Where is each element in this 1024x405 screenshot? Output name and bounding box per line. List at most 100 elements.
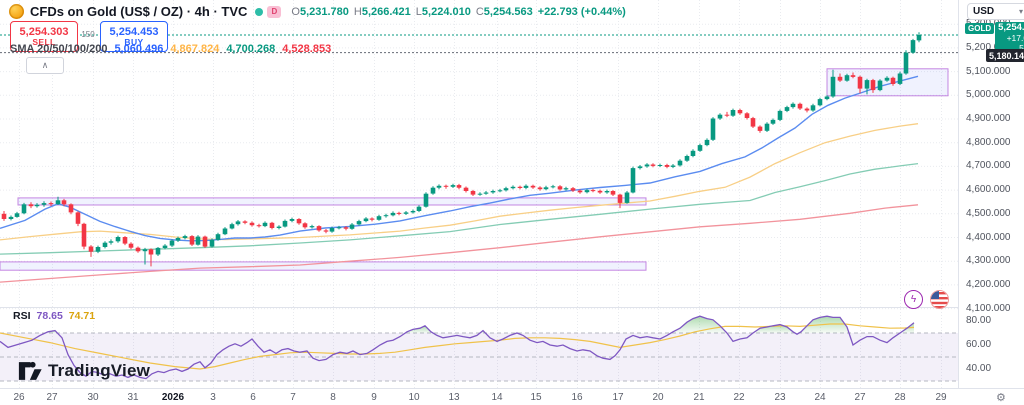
close-value: 5,254.563 [483, 5, 533, 18]
candle-body [490, 191, 496, 193]
candle-body [824, 96, 830, 100]
candle-body [710, 118, 716, 140]
rsi-legend[interactable]: RSI 78.65 74.71 [13, 310, 96, 322]
time-axis-label: 30 [87, 392, 99, 403]
candle-body [730, 110, 736, 116]
sma50-value: 4,867.824 [170, 43, 220, 55]
candle-body [563, 188, 569, 190]
price-scale-label: 4,700.000 [966, 160, 1011, 172]
candle-body [302, 223, 308, 228]
main-chart[interactable] [0, 0, 958, 388]
candle-body [309, 226, 315, 228]
time-axis-label: 17 [612, 392, 624, 403]
sma-200-line [0, 204, 919, 283]
gear-icon[interactable]: ⚙ [996, 392, 1006, 404]
lightning-icon[interactable]: ϟ [904, 290, 923, 309]
price-scale-label: 4,400.000 [966, 231, 1011, 243]
candle-body [336, 227, 342, 229]
time-axis-label: 20 [652, 392, 664, 403]
candle-body [877, 80, 883, 91]
candle-body [630, 168, 636, 193]
currency-label: USD [973, 6, 995, 17]
rsi-scale-label: 80.00 [966, 315, 992, 326]
candle-body [242, 221, 248, 223]
price-scale[interactable]: 40.00 60.00 80.00 4,100.000 4,200.000 4,300.0… [958, 0, 1024, 388]
bar-countdown: 51:17 [1019, 42, 1024, 53]
price-scale-label: 4,600.000 [966, 184, 1011, 196]
candle-body [296, 219, 302, 224]
rsi-ma-value: 74.71 [68, 310, 96, 322]
candle-body [169, 240, 175, 246]
candle-body [530, 185, 536, 188]
price-scale-label: 4,100.000 [966, 302, 1011, 314]
spread-value: 150 [81, 30, 95, 39]
candle-body [724, 114, 730, 116]
candle-body [41, 203, 47, 205]
candle-body [570, 188, 576, 191]
change-percent: +17.05% [1006, 32, 1024, 43]
candle-body [128, 243, 134, 248]
sell-button[interactable]: 5,254.303 SELL [10, 21, 78, 52]
tradingview-watermark: TradingView [18, 360, 150, 382]
candle-body [537, 187, 543, 190]
candle-body [222, 228, 228, 235]
candle-body [650, 164, 656, 166]
price-scale-label: 5,000.000 [966, 89, 1011, 101]
candle-body [430, 187, 436, 194]
symbol-legend[interactable]: CFDs on Gold (US$ / OZ) · 4h · TVC D O5,… [9, 4, 626, 19]
candle-body [376, 216, 382, 220]
open-value: 5,231.780 [299, 5, 349, 18]
rsi-scale-label: 60.00 [966, 339, 992, 350]
candle-body [884, 77, 890, 81]
prev-close-label: 5,180.140 [986, 49, 1024, 62]
change-value: +22.793 (+0.44%) [537, 5, 626, 18]
time-axis-label: 16 [571, 392, 583, 403]
candle-body [817, 99, 823, 106]
candle-body [737, 110, 743, 114]
us-flag-icon[interactable] [930, 290, 949, 309]
time-axis-label: 21 [693, 392, 705, 403]
candle-body [202, 236, 208, 247]
candle-body [644, 164, 650, 167]
sma-20-line [0, 75, 919, 242]
sma-legend[interactable]: SMA 20/50/100/200 5,060.496 4,867.824 4,… [10, 43, 332, 55]
drawn-zone [17, 197, 647, 206]
time-axis-label: 14 [491, 392, 503, 403]
candle-body [356, 221, 362, 225]
time-axis[interactable]: 26 27 30 31 2026 3 6 7 8 9 10 13 14 15 16 17 20 21 22 23 24 2… [0, 388, 1024, 405]
candle-body [182, 236, 188, 238]
buy-button[interactable]: 5,254.453 BUY [100, 21, 168, 52]
candle-body [844, 75, 850, 81]
candle-body [610, 191, 616, 195]
time-axis-label: 26 [13, 392, 25, 403]
candle-body [249, 222, 255, 226]
candle-body [764, 123, 770, 131]
rsi-line [0, 315, 915, 380]
candle-body [617, 194, 623, 203]
sma-50-line [0, 123, 919, 241]
candle-body [189, 236, 195, 245]
time-axis-label: 7 [290, 392, 296, 403]
candle-body [677, 160, 683, 166]
time-axis-label: 2026 [161, 392, 185, 403]
time-axis-label: 3 [210, 392, 216, 403]
drawn-zone [826, 68, 949, 97]
sell-price: 5,254.303 [19, 25, 69, 38]
candle-body [8, 216, 14, 219]
candle-body [316, 226, 322, 231]
candle-body [684, 156, 690, 161]
candle-body [88, 246, 94, 252]
candle-body [229, 224, 235, 229]
candle-body [597, 190, 603, 193]
rsi-scale-label: 40.00 [966, 363, 992, 374]
time-axis-label: 27 [46, 392, 58, 403]
candle-body [690, 150, 696, 156]
candle-body [209, 239, 215, 247]
collapse-legend-button[interactable]: ∧ [26, 57, 64, 74]
sma-100-line [0, 162, 919, 255]
currency-selector[interactable]: USD ▾ [967, 3, 1024, 20]
candle-body [162, 245, 168, 248]
candle-body [403, 212, 409, 214]
candle-body [463, 187, 469, 191]
